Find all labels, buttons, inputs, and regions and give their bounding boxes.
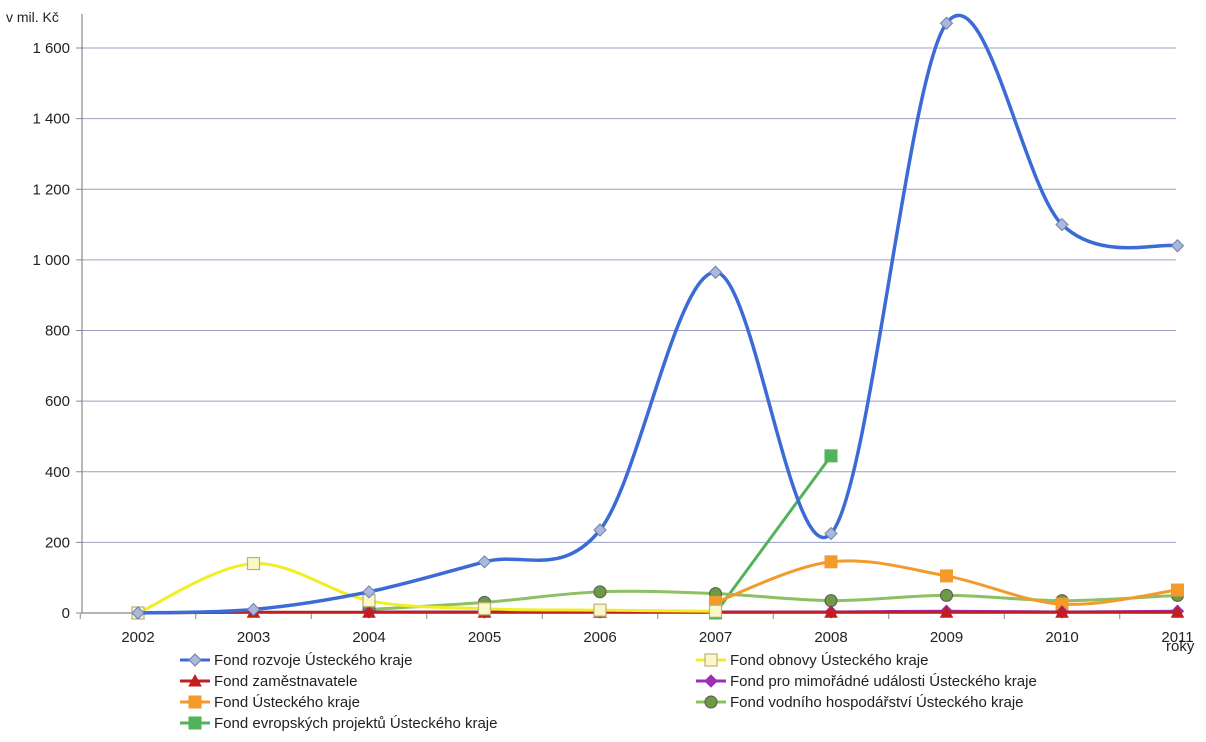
y-tick-label: 800 xyxy=(45,323,70,340)
data-point xyxy=(593,603,607,617)
legend-label: Fond Ústeckého kraje xyxy=(214,694,360,711)
data-point xyxy=(246,556,261,571)
series-line xyxy=(137,610,1178,615)
legend-swatch-marker xyxy=(704,653,718,667)
series-5 xyxy=(709,555,1184,611)
legend-label: Fond obnovy Ústeckého kraje xyxy=(730,652,928,669)
data-point xyxy=(131,606,145,620)
legend-label: Fond evropských projektů Ústeckého kraje xyxy=(214,715,497,732)
data-point xyxy=(824,555,838,569)
y-tick-label: 1 600 xyxy=(32,40,70,57)
legend-swatch-marker xyxy=(188,653,202,667)
data-point xyxy=(939,16,954,30)
grid-layer xyxy=(82,47,1176,543)
series-line xyxy=(714,454,833,614)
legend-label: Fond vodního hospodářství Ústeckého kraj… xyxy=(730,694,1024,711)
x-tick-label: 2003 xyxy=(237,629,270,646)
data-point xyxy=(477,555,492,569)
y-tick-label: 400 xyxy=(45,464,70,481)
x-tick-label: 2008 xyxy=(814,629,847,646)
series-layer xyxy=(131,13,1185,620)
y-tick-label: 1 400 xyxy=(32,111,70,128)
legend-swatch-marker xyxy=(704,674,718,688)
x-tick-label: 2010 xyxy=(1045,629,1078,646)
data-point xyxy=(477,602,492,616)
series-line xyxy=(137,13,1178,615)
data-point xyxy=(824,449,838,463)
legend-item: Fond vodního hospodářství Ústeckého kraj… xyxy=(696,694,1024,711)
legend: Fond rozvoje Ústeckého kraje Fond obnovy … xyxy=(180,652,1037,732)
x-tick-label: 2007 xyxy=(699,629,732,646)
legend-item: Fond pro mimořádné události Ústeckého kr… xyxy=(696,673,1037,690)
data-point xyxy=(246,602,261,617)
data-point xyxy=(824,526,838,541)
y-tick-label: 1 000 xyxy=(32,252,70,269)
x-tick-label: 2004 xyxy=(352,629,385,646)
legend-label: Fond pro mimořádné události Ústeckého kr… xyxy=(730,673,1037,690)
x-tick-label: 2009 xyxy=(930,629,963,646)
data-point xyxy=(362,605,376,618)
legend-item: Fond obnovy Ústeckého kraje xyxy=(696,652,928,669)
data-point xyxy=(1170,605,1185,618)
legend-label: Fond rozvoje Ústeckého kraje xyxy=(214,652,412,669)
data-point xyxy=(939,605,954,618)
data-point xyxy=(593,585,607,599)
y-tick-label: 600 xyxy=(45,393,70,410)
data-point xyxy=(593,523,607,537)
x-tick-label: 2006 xyxy=(583,629,616,646)
data-point xyxy=(1171,583,1184,597)
legend-label: Fond zaměstnavatele xyxy=(214,673,357,690)
data-point xyxy=(708,265,723,279)
data-point xyxy=(940,569,953,583)
series-line xyxy=(137,562,716,615)
legend-swatch-marker xyxy=(188,673,202,687)
data-point xyxy=(824,605,838,618)
data-point xyxy=(1170,239,1185,253)
y-tick-label: 200 xyxy=(45,534,70,551)
legend-item: Fond evropských projektů Ústeckého kraje xyxy=(180,715,497,732)
x-axis-title: roky xyxy=(1166,638,1195,655)
legend-swatch-marker xyxy=(188,716,202,730)
x-tick-label: 2011 xyxy=(1161,629,1193,646)
data-point xyxy=(1055,605,1069,618)
legend-swatch-marker xyxy=(704,695,718,709)
y-tick-label: 1 200 xyxy=(32,181,70,198)
data-point xyxy=(1055,217,1069,232)
series-line xyxy=(368,589,1178,611)
legend-item: Fond Ústeckého kraje xyxy=(180,694,360,711)
data-point xyxy=(940,588,953,602)
legend-item: Fond rozvoje Ústeckého kraje xyxy=(180,652,412,669)
data-point xyxy=(708,604,723,618)
y-tick-label: 0 xyxy=(62,605,70,622)
data-point xyxy=(824,594,838,608)
x-tick-label: 2005 xyxy=(468,629,501,646)
x-tick-label: 2002 xyxy=(121,629,154,646)
legend-swatch-marker xyxy=(188,695,202,709)
y-axis-title: v mil. Kč xyxy=(6,9,59,25)
data-point xyxy=(362,585,376,599)
series-1 xyxy=(131,13,1185,620)
legend-item: Fond zaměstnavatele xyxy=(180,673,357,690)
